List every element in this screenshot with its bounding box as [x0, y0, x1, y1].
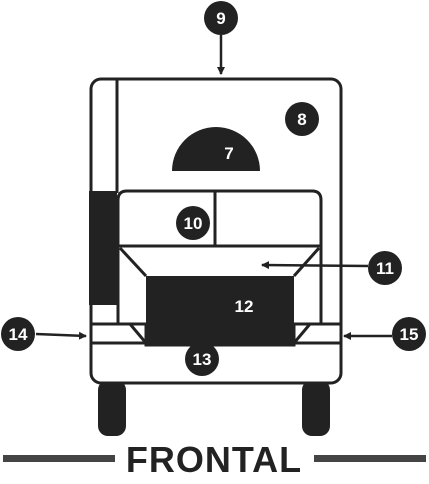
- callout-12-label: 12: [235, 297, 254, 316]
- callout-15: 15: [392, 317, 426, 351]
- callout-11-label: 11: [376, 259, 394, 278]
- callout-7-label: 7: [224, 144, 233, 163]
- callout-8: 8: [285, 102, 319, 136]
- side-strip: [89, 191, 117, 305]
- caption-bar-left: [3, 455, 115, 462]
- lower-right-bevel: [292, 323, 312, 344]
- callout-7: 7: [212, 136, 246, 170]
- right-leg: [302, 380, 330, 436]
- left-leg: [98, 380, 126, 436]
- callout-10-label: 10: [184, 214, 203, 233]
- callout-13-label: 13: [193, 350, 212, 369]
- callout-14-label: 14: [9, 325, 28, 344]
- arrow-14: [35, 331, 87, 340]
- callout-9-label: 9: [216, 9, 225, 28]
- dark-panel: [146, 276, 294, 345]
- callout-11: 11: [368, 251, 402, 285]
- bevel-top-left: [118, 246, 148, 278]
- bevel-top-right: [292, 247, 321, 277]
- caption-label: FRONTAL: [126, 439, 302, 480]
- callout-14: 14: [1, 317, 35, 351]
- callout-9: 9: [204, 1, 238, 35]
- callout-15-label: 15: [400, 325, 419, 344]
- callout-12: 12: [227, 289, 261, 323]
- arrow-11: [261, 261, 369, 270]
- callout-10: 10: [176, 206, 210, 240]
- upper-compartment: [116, 189, 323, 248]
- caption-bar-right: [314, 455, 426, 462]
- lower-left-bevel: [128, 323, 148, 344]
- callout-13: 13: [185, 342, 219, 376]
- callout-8-label: 8: [297, 110, 306, 129]
